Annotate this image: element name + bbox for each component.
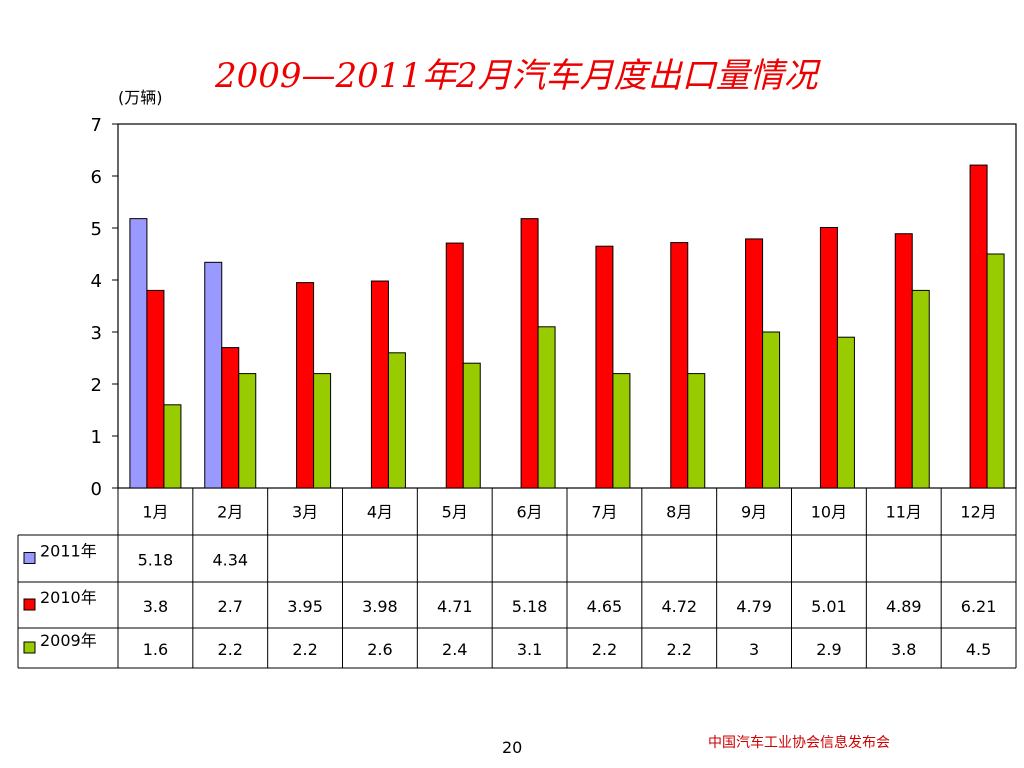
bar-2009年-2月 (238, 373, 257, 489)
data-table-value: 2.7 (218, 597, 243, 616)
data-table-value: 5.01 (811, 597, 847, 616)
y-tick-label: 6 (91, 167, 102, 188)
data-table-value: 3.8 (143, 597, 168, 616)
y-tick-label: 5 (91, 219, 102, 240)
y-tick-label: 1 (91, 427, 102, 448)
bar-2010年-1月 (146, 289, 165, 489)
x-category-label: 9月 (741, 503, 767, 522)
data-table-value: 4.71 (437, 597, 473, 616)
y-tick-label: 2 (91, 375, 102, 396)
bar-2010年-5月 (445, 242, 464, 489)
legend-swatch (23, 641, 36, 654)
bar-2010年-8月 (670, 242, 689, 489)
footer-organization: 中国汽车工业协会信息发布会 (708, 735, 890, 751)
data-table-value: 3.8 (891, 640, 916, 659)
x-category-label: 3月 (292, 503, 318, 522)
x-category-label: 10月 (811, 503, 847, 522)
data-table-value: 3.1 (517, 640, 542, 659)
page-number: 20 (502, 738, 523, 757)
data-table-value: 2.2 (592, 640, 617, 659)
legend-label: 2010年 (40, 588, 97, 607)
x-category-label: 7月 (591, 503, 617, 522)
data-table-value: 2.2 (218, 640, 243, 659)
chart-title: 2009—2011年2月汽车月度出口量情况 (215, 56, 818, 96)
data-table-value: 3.98 (362, 597, 398, 616)
data-table-value: 2.2 (292, 640, 317, 659)
data-table-value: 3.95 (287, 597, 323, 616)
bar-2010年-12月 (969, 164, 988, 489)
y-tick-label: 0 (91, 479, 102, 500)
bar-2009年-10月 (836, 336, 855, 489)
bar-2010年-10月 (819, 226, 838, 489)
bar-2009年-7月 (612, 373, 631, 489)
bar-2010年-9月 (745, 238, 764, 489)
data-table-value: 5.18 (138, 551, 174, 570)
data-table-value: 3 (749, 640, 759, 659)
legend-label: 2011年 (40, 542, 97, 561)
data-table-value: 4.65 (587, 597, 623, 616)
y-tick-label: 7 (91, 115, 102, 136)
data-table-value: 4.34 (212, 551, 248, 570)
x-category-label: 4月 (367, 503, 393, 522)
data-table-value: 6.21 (961, 597, 997, 616)
legend-label: 2009年 (40, 631, 97, 650)
data-table-value: 2.2 (667, 640, 692, 659)
bar-2010年-4月 (370, 280, 389, 489)
bar-2009年-1月 (163, 404, 182, 489)
legend-swatch (23, 598, 36, 611)
bar-2009年-8月 (687, 373, 706, 489)
bar-2010年-2月 (221, 347, 240, 489)
data-table-value: 4.5 (966, 640, 991, 659)
y-tick-label: 3 (91, 323, 102, 344)
data-table-value: 4.72 (661, 597, 697, 616)
x-category-label: 11月 (886, 503, 922, 522)
bar-2009年-6月 (537, 326, 556, 489)
bar-2010年-7月 (595, 245, 614, 489)
bar-2009年-3月 (313, 373, 332, 489)
bar-2011年-1月 (129, 218, 148, 489)
bar-2010年-3月 (296, 282, 315, 489)
bar-2009年-12月 (986, 253, 1005, 489)
x-category-label: 1月 (142, 503, 168, 522)
bar-2009年-11月 (911, 289, 930, 489)
x-category-label: 2月 (217, 503, 243, 522)
data-table-value: 2.9 (816, 640, 841, 659)
bar-2009年-9月 (762, 331, 781, 489)
x-category-label: 6月 (516, 503, 542, 522)
bar-2009年-5月 (462, 362, 481, 489)
data-table-value: 4.79 (736, 597, 772, 616)
data-table-value: 2.4 (442, 640, 467, 659)
data-table-value: 4.89 (886, 597, 922, 616)
data-table-value: 1.6 (143, 640, 168, 659)
bar-2011年-2月 (204, 261, 223, 489)
bar-2010年-6月 (520, 218, 539, 489)
x-category-label: 5月 (442, 503, 468, 522)
x-category-label: 8月 (666, 503, 692, 522)
bar-2009年-4月 (387, 352, 406, 489)
y-axis-unit-label: (万辆) (118, 88, 163, 107)
data-table-value: 2.6 (367, 640, 392, 659)
data-table-value: 5.18 (512, 597, 548, 616)
legend-swatch (23, 552, 36, 564)
y-tick-label: 4 (91, 271, 102, 292)
bar-2010年-11月 (894, 233, 913, 489)
x-category-label: 12月 (960, 503, 996, 522)
